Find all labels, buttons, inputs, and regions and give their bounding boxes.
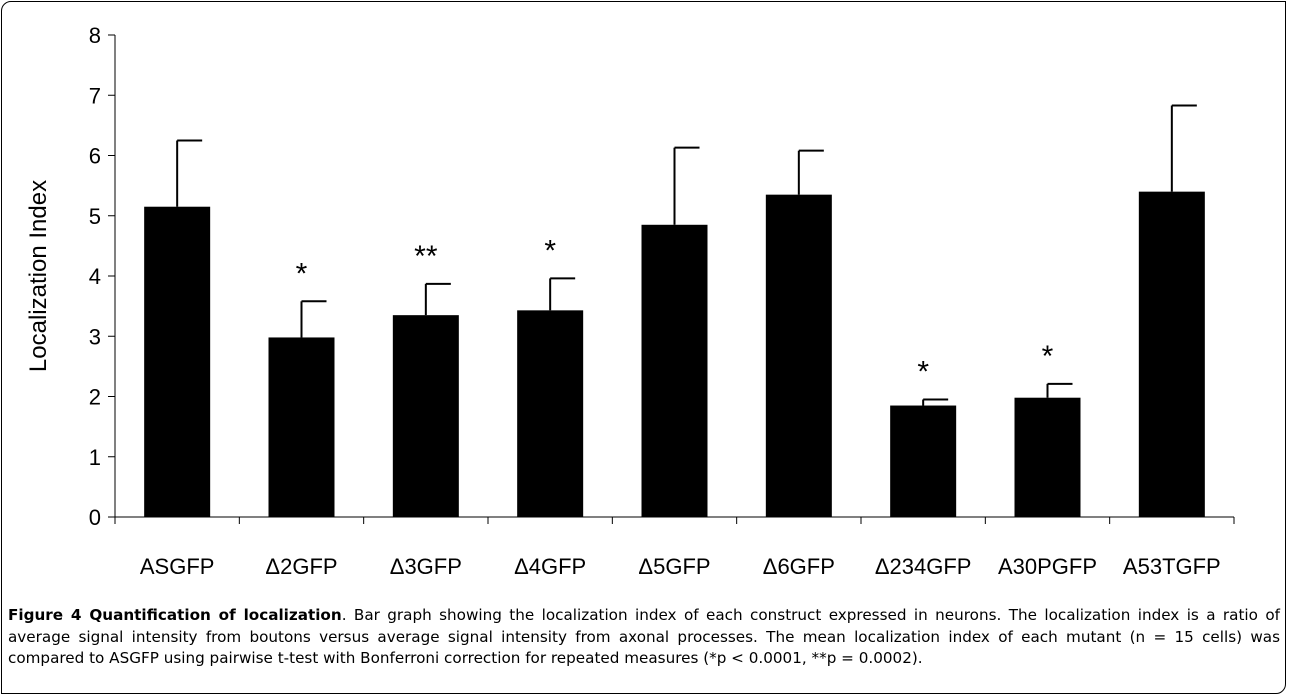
- caption-title: Figure 4 Quantification of localization: [8, 606, 342, 624]
- category-label: Δ4GFP: [514, 554, 586, 579]
- bars: *** ** *: [144, 104, 1205, 517]
- category-label: Δ3GFP: [390, 554, 462, 579]
- significance-marker: *: [917, 356, 929, 389]
- y-tick-label: 2: [89, 385, 101, 410]
- bar: [144, 206, 211, 517]
- category-label: A53TGFP: [1123, 554, 1221, 579]
- bar: [890, 405, 957, 517]
- y-tick-label: 7: [89, 83, 101, 108]
- category-label: A30PGFP: [998, 554, 1097, 579]
- category-label: Δ5GFP: [638, 554, 710, 579]
- bar: [517, 310, 584, 517]
- significance-marker: **: [414, 240, 438, 273]
- y-tick-label: 3: [89, 324, 101, 349]
- bar: [1138, 191, 1205, 517]
- category-label: Δ234GFP: [875, 554, 972, 579]
- category-label: Δ2GFP: [265, 554, 337, 579]
- bar: [1014, 397, 1081, 517]
- y-tick-label: 5: [89, 204, 101, 229]
- significance-marker: *: [1042, 340, 1054, 373]
- caption-text: . Bar graph showing the localization ind…: [8, 606, 1280, 667]
- y-tick-label: 8: [89, 23, 101, 48]
- y-tick-label: 6: [89, 144, 101, 169]
- significance-marker: *: [544, 234, 556, 267]
- x-axis: [114, 516, 1235, 524]
- category-labels: ASGFP Δ2GFP Δ3GFP Δ4GFP Δ5GFP Δ6GFP Δ234GFP A30…: [140, 554, 1221, 579]
- bar: [392, 315, 459, 517]
- y-axis: 0 1 2 3 4 5 6 7 8: [89, 23, 116, 530]
- significance-marker: *: [296, 257, 308, 290]
- category-label: Δ6GFP: [763, 554, 835, 579]
- y-tick-label: 1: [89, 445, 101, 470]
- bar: [641, 224, 708, 517]
- figure-caption: Figure 4 Quantification of localization.…: [8, 605, 1280, 670]
- bar: [268, 337, 335, 517]
- y-tick-label: 4: [89, 264, 101, 289]
- y-axis-label: Localization Index: [25, 180, 52, 372]
- category-label: ASGFP: [140, 554, 215, 579]
- y-tick-label: 0: [89, 505, 101, 530]
- bar: [765, 194, 832, 517]
